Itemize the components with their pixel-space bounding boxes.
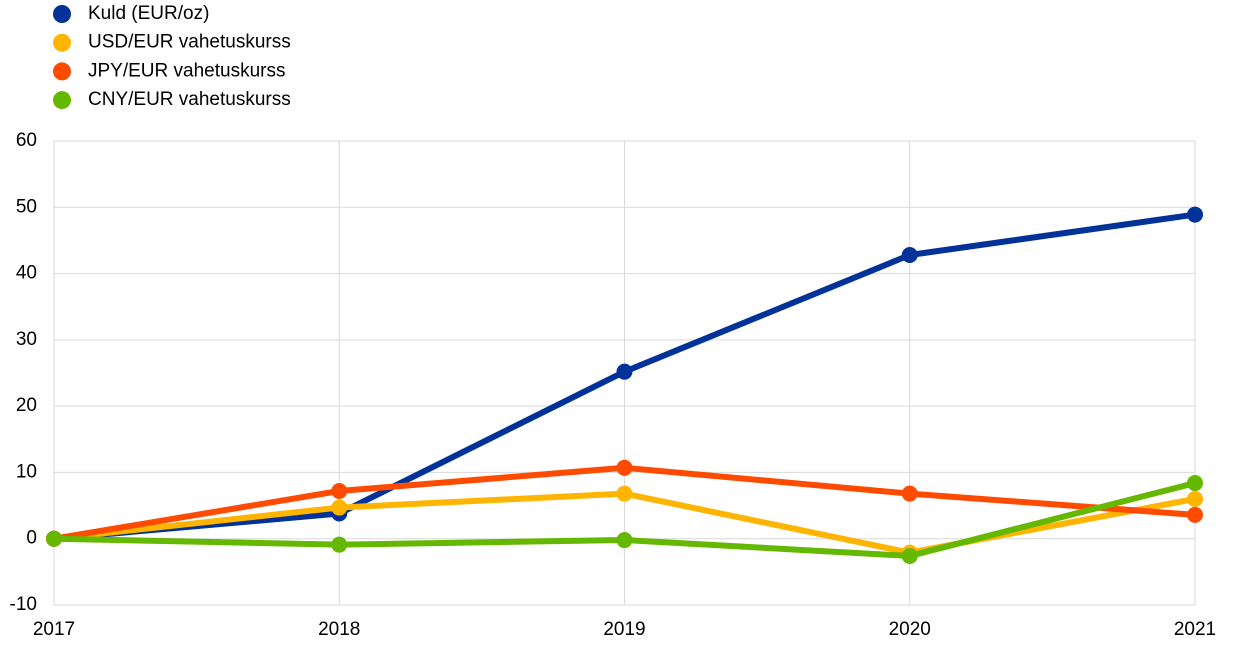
y-tick-label: 50 [16,196,37,217]
x-tick-label: 2020 [889,619,931,640]
x-tick-label: 2019 [603,619,645,640]
point [1187,506,1203,523]
point [616,532,633,549]
y-tick-label: 0 [26,528,37,549]
point [331,536,348,553]
y-tick-label: 10 [16,461,37,482]
point [1187,490,1203,507]
point [1187,206,1203,223]
y-tick-label: 60 [16,130,37,151]
legend-marker [53,33,71,52]
point [1187,475,1203,492]
legend-label: Kuld (EUR/oz) [88,3,209,24]
point [616,485,633,502]
point [331,482,348,499]
x-tick-label: 2018 [318,619,360,640]
point [901,547,918,564]
point [901,485,918,502]
legend-label: USD/EUR vahetuskurss [88,32,291,53]
legend-marker [53,62,71,81]
point [901,247,918,264]
y-tick-label: 30 [16,329,37,350]
point [331,499,348,516]
y-tick-label: -10 [10,594,37,615]
legend-marker [53,5,71,23]
x-tick-label: 2017 [33,619,75,640]
x-tick-label: 2021 [1174,619,1216,640]
y-tick-label: 40 [16,263,37,284]
point [616,363,633,380]
point [46,530,62,547]
legend-label: JPY/EUR vahetuskurss [88,60,285,81]
legend-marker [53,91,71,110]
y-tick-label: 20 [16,395,37,416]
point [616,459,633,476]
legend-label: CNY/EUR vahetuskurss [88,89,291,110]
